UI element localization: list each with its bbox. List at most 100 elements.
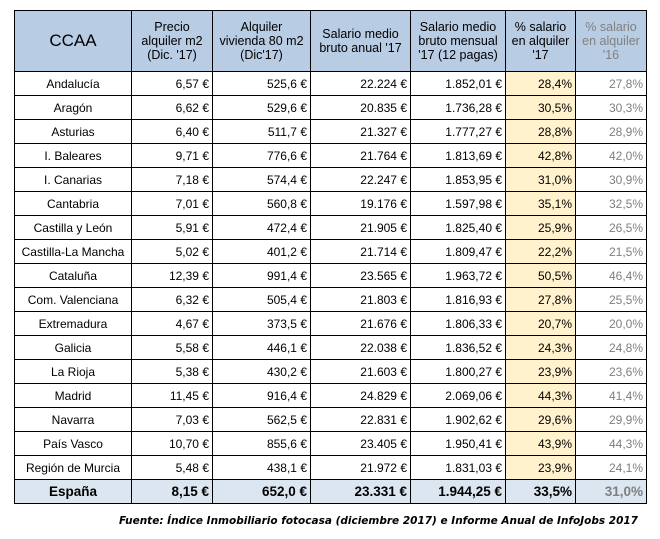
cell-alquiler: 430,2 € [212, 359, 311, 384]
cell-pct-17: 24,3% [505, 335, 576, 360]
cell-salario-anual: 21.327 € [310, 119, 411, 144]
table-row: Andalucía 6,57 €525,6 €22.224 €1.852,01 €… [14, 71, 647, 96]
table-row: Com. Valenciana 6,32 €505,4 €21.803 €1.81… [14, 287, 647, 312]
cell-ccaa: País Vasco [14, 431, 132, 456]
cell-salario-mensual: 1.800,27 € [410, 359, 506, 384]
cell-salario-mensual: 1.944,25 € [410, 479, 506, 504]
header-ccaa: CCAA [14, 10, 132, 72]
cell-salario-anual: 21.714 € [310, 239, 411, 264]
cell-precio: 9,71 € [131, 143, 213, 168]
source-note: Fuente: Índice Inmobiliario fotocasa (di… [118, 515, 638, 527]
cell-pct-17: 33,5% [505, 479, 576, 504]
cell-precio: 5,02 € [131, 239, 213, 264]
cell-salario-mensual: 2.069,06 € [410, 383, 506, 408]
cell-pct-17: 20,7% [505, 311, 576, 336]
cell-salario-mensual: 1.963,72 € [410, 263, 506, 288]
cell-pct-16: 30,3% [575, 95, 647, 120]
cell-ccaa: Cantabria [14, 191, 132, 216]
cell-pct-16: 21,5% [575, 239, 647, 264]
cell-pct-17: 44,3% [505, 383, 576, 408]
table-row: Extremadura 4,67 €373,5 €21.676 €1.806,33… [14, 311, 647, 336]
cell-alquiler: 511,7 € [212, 119, 311, 144]
cell-pct-16: 32,5% [575, 191, 647, 216]
header-salario-anual: Salario medio bruto anual '17 [310, 10, 411, 72]
cell-salario-mensual: 1.853,95 € [410, 167, 506, 192]
cell-ccaa: Madrid [14, 383, 132, 408]
cell-salario-mensual: 1.597,98 € [410, 191, 506, 216]
cell-alquiler: 438,1 € [212, 455, 311, 480]
table-row: Aragón 6,62 €529,6 €20.835 €1.736,28 €30,… [14, 95, 647, 120]
cell-precio: 5,91 € [131, 215, 213, 240]
header-pct-16: % salario en alquiler '16 [575, 10, 647, 72]
header-pct-17: % salario en alquiler '17 [505, 10, 576, 72]
cell-alquiler: 776,6 € [212, 143, 311, 168]
cell-precio: 5,38 € [131, 359, 213, 384]
cell-salario-anual: 21.972 € [310, 455, 411, 480]
cell-ccaa: Cataluña [14, 263, 132, 288]
cell-precio: 7,03 € [131, 407, 213, 432]
cell-pct-16: 25,5% [575, 287, 647, 312]
cell-ccaa: Com. Valenciana [14, 287, 132, 312]
cell-precio: 7,01 € [131, 191, 213, 216]
cell-ccaa: I. Canarias [14, 167, 132, 192]
cell-alquiler: 916,4 € [212, 383, 311, 408]
cell-salario-anual: 22.247 € [310, 167, 411, 192]
cell-pct-16: 20,0% [575, 311, 647, 336]
cell-alquiler: 560,8 € [212, 191, 311, 216]
table-row: Castilla-La Mancha 5,02 €401,2 €21.714 €1… [14, 239, 647, 264]
cell-pct-16: 24,1% [575, 455, 647, 480]
cell-alquiler: 529,6 € [212, 95, 311, 120]
total-row: España 8,15 €652,0 €23.331 €1.944,25 €33,… [14, 479, 647, 504]
cell-alquiler: 855,6 € [212, 431, 311, 456]
cell-ccaa: Navarra [14, 407, 132, 432]
cell-salario-mensual: 1.831,03 € [410, 455, 506, 480]
cell-ccaa: Castilla y León [14, 215, 132, 240]
table-row: I. Canarias 7,18 €574,4 €22.247 €1.853,95… [14, 167, 647, 192]
table-row: Galicia 5,58 €446,1 €22.038 €1.836,52 €24… [14, 335, 647, 360]
cell-precio: 12,39 € [131, 263, 213, 288]
cell-ccaa: España [14, 479, 132, 504]
cell-salario-anual: 20.835 € [310, 95, 411, 120]
table-row: La Rioja 5,38 €430,2 €21.603 €1.800,27 €2… [14, 359, 647, 384]
cell-pct-16: 42,0% [575, 143, 647, 168]
cell-salario-mensual: 1.836,52 € [410, 335, 506, 360]
cell-ccaa: I. Baleares [14, 143, 132, 168]
cell-salario-mensual: 1.825,40 € [410, 215, 506, 240]
cell-salario-anual: 21.905 € [310, 215, 411, 240]
cell-ccaa: Región de Murcia [14, 455, 132, 480]
cell-pct-17: 35,1% [505, 191, 576, 216]
cell-ccaa: Andalucía [14, 71, 132, 96]
cell-salario-anual: 23.405 € [310, 431, 411, 456]
cell-salario-mensual: 1.902,62 € [410, 407, 506, 432]
cell-pct-17: 43,9% [505, 431, 576, 456]
cell-salario-anual: 23.565 € [310, 263, 411, 288]
cell-alquiler: 472,4 € [212, 215, 311, 240]
cell-alquiler: 401,2 € [212, 239, 311, 264]
cell-ccaa: Extremadura [14, 311, 132, 336]
cell-salario-mensual: 1.950,41 € [410, 431, 506, 456]
table-row: I. Baleares 9,71 €776,6 €21.764 €1.813,69… [14, 143, 647, 168]
cell-alquiler: 505,4 € [212, 287, 311, 312]
table-row: Castilla y León 5,91 €472,4 €21.905 €1.82… [14, 215, 647, 240]
cell-pct-16: 29,9% [575, 407, 647, 432]
header-row: CCAA Precio alquiler m2 (Dic. '17) Alqui… [14, 10, 647, 72]
cell-alquiler: 525,6 € [212, 71, 311, 96]
cell-pct-17: 22,2% [505, 239, 576, 264]
cell-salario-mensual: 1.777,27 € [410, 119, 506, 144]
cell-precio: 8,15 € [131, 479, 213, 504]
cell-alquiler: 562,5 € [212, 407, 311, 432]
cell-salario-mensual: 1.852,01 € [410, 71, 506, 96]
cell-pct-16: 27,8% [575, 71, 647, 96]
header-salario-mensual: Salario medio bruto mensual '17 (12 paga… [410, 10, 506, 72]
cell-salario-anual: 19.176 € [310, 191, 411, 216]
cell-precio: 7,18 € [131, 167, 213, 192]
cell-precio: 6,57 € [131, 71, 213, 96]
cell-pct-16: 28,9% [575, 119, 647, 144]
cell-salario-anual: 23.331 € [310, 479, 411, 504]
cell-precio: 6,40 € [131, 119, 213, 144]
cell-salario-anual: 24.829 € [310, 383, 411, 408]
cell-ccaa: Aragón [14, 95, 132, 120]
table-row: Navarra 7,03 €562,5 €22.831 €1.902,62 €29… [14, 407, 647, 432]
cell-precio: 10,70 € [131, 431, 213, 456]
table-row: Cantabria 7,01 €560,8 €19.176 €1.597,98 €… [14, 191, 647, 216]
